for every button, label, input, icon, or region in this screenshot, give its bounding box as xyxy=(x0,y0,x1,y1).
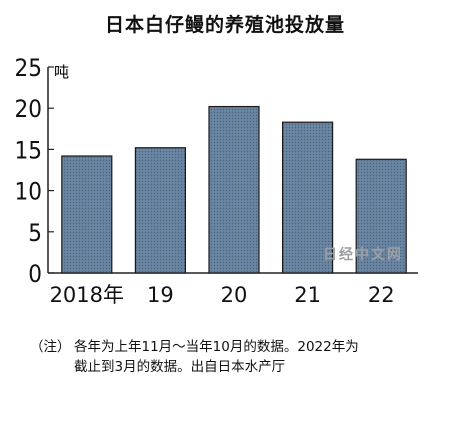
bar xyxy=(282,121,334,274)
x-tick-label: 22 xyxy=(368,283,395,307)
footnote-prefix: （注） xyxy=(30,339,71,355)
y-tick-label: 25 xyxy=(15,54,42,82)
x-tick-label: 21 xyxy=(294,283,321,307)
y-tick-label: 20 xyxy=(15,95,42,123)
y-tick-label: 5 xyxy=(28,219,42,247)
x-tick-label: 19 xyxy=(147,283,174,307)
bar xyxy=(134,147,186,274)
y-tick-label: 0 xyxy=(28,260,42,288)
y-tick-label: 15 xyxy=(15,136,42,164)
footnote-line-2: 截止到3月的数据。出自日本水产厅 xyxy=(74,359,286,375)
x-tick-label: 20 xyxy=(221,283,248,307)
watermark: 日经中文网 xyxy=(323,247,403,263)
y-tick-label: 10 xyxy=(15,178,42,206)
footnote: （注） 各年为上年11月～当年10月的数据。2022年为 截止到3月的数据。出自日… xyxy=(30,337,430,377)
bar xyxy=(355,158,407,274)
footnote-line-1: 各年为上年11月～当年10月的数据。2022年为 xyxy=(74,339,359,355)
y-unit-label: 吨 xyxy=(54,63,69,81)
bar xyxy=(61,155,113,274)
chart-title: 日本白仔鳗的养殖池投放量 xyxy=(104,14,345,36)
bar-chart: 0 5 10 15 20 25 2018年 19 20 21 22 吨 xyxy=(15,54,418,307)
bar xyxy=(208,105,260,274)
x-tick-label: 2018年 xyxy=(50,283,124,307)
